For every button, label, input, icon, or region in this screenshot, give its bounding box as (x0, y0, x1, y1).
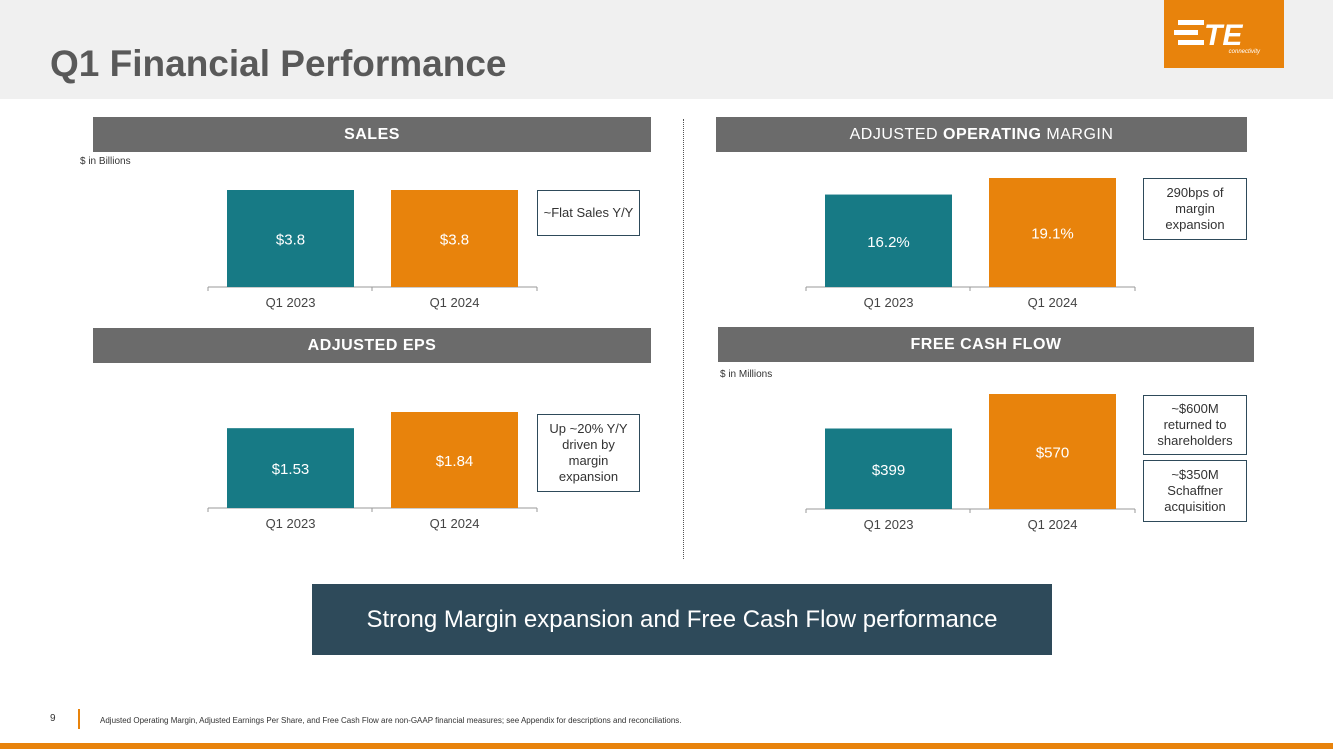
fcf-callout-acquisition: ~$350M Schaffner acquisition (1143, 460, 1247, 522)
fcf-data-label-0: $399 (872, 462, 905, 479)
page-title: Q1 Financial Performance (50, 43, 507, 84)
eps-category-label-1: Q1 2024 (430, 516, 480, 531)
eps-data-label-0: $1.53 (272, 461, 310, 478)
margin-category-label-0: Q1 2023 (864, 295, 914, 310)
fcf-bar-1 (989, 394, 1116, 509)
sales-callout: ~Flat Sales Y/Y (537, 190, 640, 236)
eps-category-label-0: Q1 2023 (266, 516, 316, 531)
eps-data-label-1: $1.84 (436, 453, 474, 470)
sales-header: SALES (93, 117, 651, 152)
eps-bar-0 (227, 428, 354, 508)
sales-category-label-1: Q1 2024 (430, 295, 480, 310)
svg-text:TE: TE (1204, 19, 1243, 52)
fcf-unit-note: $ in Millions (720, 369, 773, 380)
fcf-category-label-0: Q1 2023 (864, 517, 914, 532)
te-connectivity-logo: TE connectivity (1164, 0, 1284, 68)
fcf-bar-0 (825, 428, 952, 509)
page-number: 9 (50, 713, 56, 724)
fcf-header: FREE CASH FLOW (718, 327, 1254, 362)
margin-data-label-0: 16.2% (867, 234, 910, 251)
fcf-category-label-1: Q1 2024 (1028, 517, 1078, 532)
eps-header: ADJUSTED EPS (93, 328, 651, 363)
summary-banner: Strong Margin expansion and Free Cash Fl… (312, 584, 1052, 655)
fcf-chart: $399 Q1 2023 $570 Q1 2024 (805, 394, 1136, 532)
bottom-stripe (0, 743, 1333, 749)
margin-data-label-1: 19.1% (1031, 226, 1074, 243)
margin-bar-1 (989, 178, 1116, 287)
svg-text:connectivity: connectivity (1229, 49, 1261, 55)
eps-bar-1 (391, 412, 518, 508)
margin-bar-0 (825, 194, 952, 287)
sales-bar-1 (391, 190, 518, 287)
fcf-data-label-1: $570 (1036, 445, 1069, 462)
margin-callout: 290bps of margin expansion (1143, 178, 1247, 240)
header-band (0, 0, 1333, 99)
eps-callout: Up ~20% Y/Y driven by margin expansion (537, 414, 640, 492)
sales-unit-note: $ in Billions (80, 156, 131, 167)
margin-header: ADJUSTED OPERATING MARGIN (716, 117, 1247, 152)
center-divider (683, 119, 684, 559)
eps-chart: $1.53 Q1 2023 $1.84 Q1 2024 (207, 412, 538, 531)
sales-data-label-0: $3.8 (276, 232, 305, 249)
fcf-callout-shareholders: ~$600M returned to shareholders (1143, 395, 1247, 455)
margin-category-label-1: Q1 2024 (1028, 295, 1078, 310)
margin-chart: 16.2% Q1 2023 19.1% Q1 2024 (805, 178, 1136, 310)
sales-category-label-0: Q1 2023 (266, 295, 316, 310)
footer-separator (78, 709, 80, 729)
footer-note: Adjusted Operating Margin, Adjusted Earn… (100, 716, 682, 725)
sales-chart: $3.8 Q1 2023 $3.8 Q1 2024 (207, 190, 538, 310)
sales-bar-0 (227, 190, 354, 287)
sales-data-label-1: $3.8 (440, 232, 469, 249)
